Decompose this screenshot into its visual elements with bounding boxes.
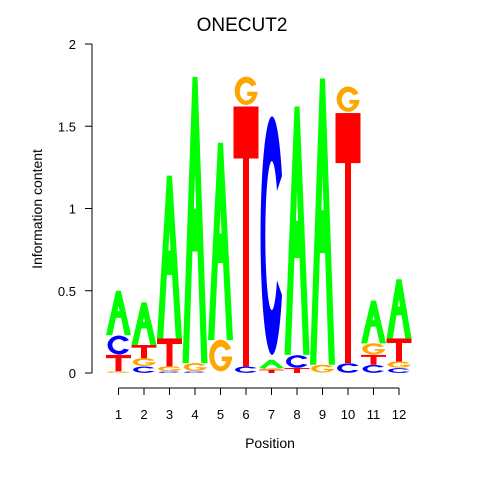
letter-t <box>131 345 157 359</box>
x-tick-label: 12 <box>392 407 406 422</box>
letter-a <box>259 359 284 369</box>
x-tick-label: 3 <box>166 407 173 422</box>
letter-a <box>106 290 131 336</box>
letter-g <box>387 361 411 368</box>
y-tick-label: 0.5 <box>58 284 76 299</box>
x-tick-label: 11 <box>367 407 381 422</box>
letter-a <box>208 142 233 341</box>
letter-c <box>286 355 308 368</box>
logo-column <box>310 78 335 373</box>
logo-column <box>259 116 284 373</box>
letter-a <box>131 302 157 346</box>
letter-a <box>157 175 182 339</box>
logo-column <box>335 86 361 373</box>
y-tick-label: 0 <box>69 366 76 381</box>
letter-g <box>336 86 360 112</box>
y-axis: 0 0.5 1 1.5 2 <box>58 37 93 381</box>
x-tick-label: 4 <box>191 407 198 422</box>
logo-column <box>157 175 182 373</box>
x-tick-label: 10 <box>341 407 355 422</box>
letter-c <box>235 366 257 373</box>
y-tick-label: 2 <box>69 37 76 52</box>
logo-column <box>208 142 233 372</box>
x-tick-label: 9 <box>319 407 326 422</box>
y-tick-label: 1.5 <box>58 119 76 134</box>
letter-a <box>386 279 412 339</box>
letter-a <box>284 106 310 355</box>
letter-g <box>183 363 207 371</box>
letter-c <box>107 335 129 355</box>
letter-c <box>362 364 384 373</box>
letter-g <box>260 368 283 370</box>
logo-column <box>106 290 131 373</box>
logo-column <box>131 302 157 373</box>
y-tick-label: 1 <box>69 202 76 217</box>
letter-g <box>209 339 232 372</box>
letter-c <box>260 116 282 355</box>
logo-column <box>386 279 412 373</box>
letter-g <box>158 366 181 372</box>
y-axis-label: Information content <box>29 149 45 269</box>
letter-t <box>361 354 386 365</box>
letter-t <box>284 368 310 373</box>
letter-t <box>335 113 361 364</box>
logo-column <box>182 76 208 373</box>
letter-g <box>311 364 334 373</box>
letter-t <box>386 338 412 362</box>
logo-column <box>284 106 310 373</box>
letter-g <box>234 76 258 106</box>
x-axis-label: Position <box>245 435 295 451</box>
letter-c <box>337 363 359 373</box>
x-tick-label: 6 <box>242 407 249 422</box>
letter-c <box>133 366 155 373</box>
x-tick-label: 2 <box>140 407 147 422</box>
letter-t <box>233 106 259 367</box>
letter-c <box>184 371 206 373</box>
logo-column <box>361 300 386 373</box>
x-tick-label: 5 <box>217 407 224 422</box>
logo-column <box>233 76 259 373</box>
letter-a <box>310 78 335 365</box>
x-tick-label: 1 <box>115 407 122 422</box>
chart-title: ONECUT2 <box>197 15 288 36</box>
x-axis: 1 2 3 4 5 6 7 8 9 10 11 12 <box>115 387 406 422</box>
letter-a <box>361 300 386 344</box>
letter-g <box>362 343 385 355</box>
letter-t <box>106 354 131 372</box>
letter-c <box>388 368 410 373</box>
x-tick-label: 7 <box>268 407 275 422</box>
letter-t <box>259 369 284 373</box>
logo-stacks <box>106 76 412 373</box>
letter-c <box>158 371 180 373</box>
letter-g <box>107 371 130 373</box>
letter-t <box>157 338 182 367</box>
x-tick-label: 8 <box>293 407 300 422</box>
letter-a <box>182 76 208 364</box>
letter-g <box>132 358 156 367</box>
